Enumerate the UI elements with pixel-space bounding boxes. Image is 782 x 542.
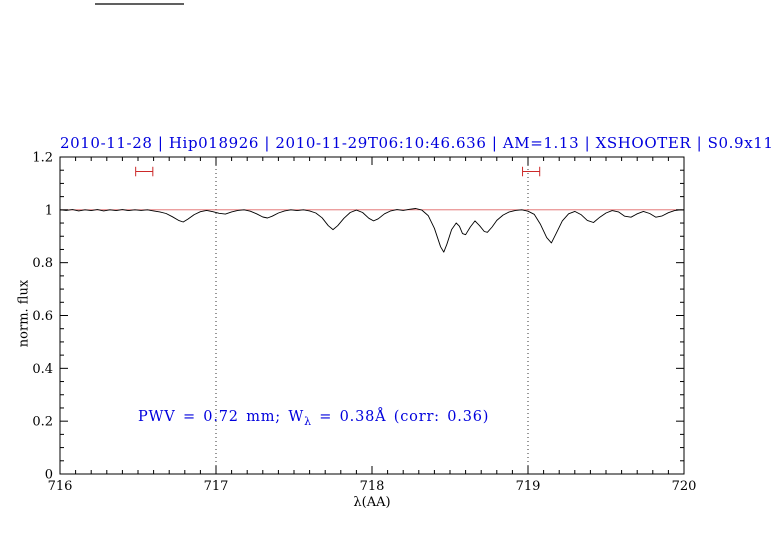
pwv-annotation-suffix: = 0.38Å (corr: 0.36) bbox=[311, 409, 490, 425]
x-tick-label: 718 bbox=[360, 479, 385, 494]
y-tick-label: 0 bbox=[45, 468, 53, 483]
y-tick-label: 0.4 bbox=[32, 362, 53, 377]
x-axis-label: λ(AA) bbox=[353, 495, 391, 510]
y-tick-label: 0.6 bbox=[32, 309, 53, 324]
spectrum-line bbox=[59, 208, 685, 253]
y-tick-label: 0.8 bbox=[32, 256, 53, 271]
y-axis-label: norm. flux bbox=[16, 279, 32, 348]
x-tick-label: 716 bbox=[48, 479, 73, 494]
pwv-annotation: PWV = 0.72 mm; Wλ = 0.38Å (corr: 0.36) bbox=[138, 409, 489, 428]
y-tick-label: 1 bbox=[45, 203, 53, 218]
y-tick-label: 1.2 bbox=[32, 151, 53, 166]
x-tick-label: 719 bbox=[516, 479, 541, 494]
x-tick-label: 717 bbox=[204, 479, 229, 494]
pwv-annotation-prefix: PWV = 0.72 mm; W bbox=[138, 409, 305, 425]
y-tick-label: 0.2 bbox=[32, 415, 53, 430]
x-tick-label: 720 bbox=[672, 479, 697, 494]
plot-title: 2010-11-28 | Hip018926 | 2010-11-29T06:1… bbox=[60, 134, 774, 152]
pwv-annotation-subscript: λ bbox=[304, 414, 312, 428]
